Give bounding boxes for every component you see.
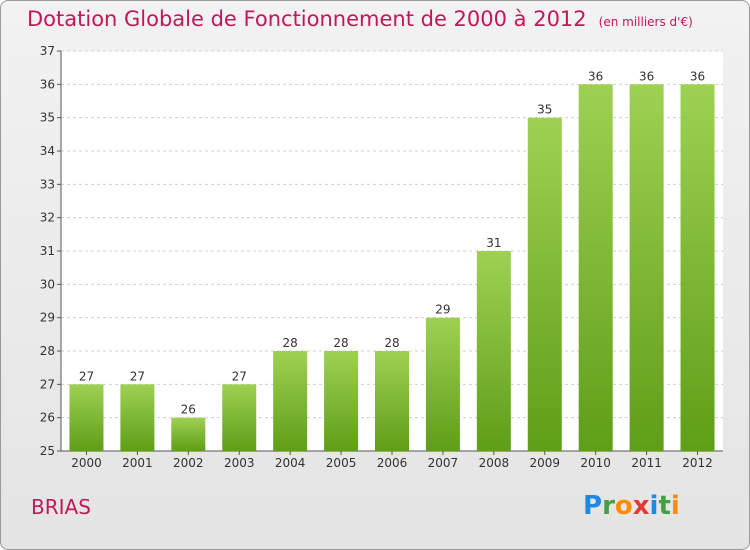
data-label-2000: 27 — [79, 369, 94, 383]
y-tick-label: 36 — [40, 77, 55, 91]
logo-letter: x — [632, 491, 650, 521]
data-label-2002: 26 — [181, 403, 196, 417]
x-tick-label-2005: 2005 — [326, 456, 357, 470]
y-tick-label: 29 — [40, 311, 55, 325]
data-label-2001: 27 — [130, 369, 145, 383]
x-tick-label-2010: 2010 — [580, 456, 611, 470]
logo-letter: o — [614, 491, 633, 521]
data-label-2005: 28 — [333, 336, 348, 350]
bar-2004 — [273, 351, 308, 451]
chart-title: Dotation Globale de Fonctionnement de 20… — [27, 7, 693, 31]
data-label-2004: 28 — [283, 336, 298, 350]
logo-letter: i — [649, 491, 659, 521]
y-tick-label: 37 — [40, 44, 55, 58]
x-tick-label-2001: 2001 — [122, 456, 153, 470]
data-label-2007: 29 — [435, 303, 450, 317]
chart-title-text: Dotation Globale de Fonctionnement de 20… — [27, 7, 587, 31]
data-label-2010: 36 — [588, 69, 603, 83]
bar-2008 — [476, 251, 511, 451]
y-tick-label: 25 — [40, 444, 55, 458]
data-label-2003: 27 — [232, 369, 247, 383]
x-tick-label-2000: 2000 — [71, 456, 102, 470]
bar-2010 — [578, 84, 613, 451]
logo-letter: i — [670, 491, 680, 521]
y-tick-label: 26 — [40, 411, 55, 425]
bar-2003 — [222, 384, 257, 451]
data-label-2011: 36 — [639, 69, 654, 83]
logo-letter: r — [602, 491, 615, 521]
y-tick-label: 32 — [40, 211, 55, 225]
x-tick-label-2002: 2002 — [173, 456, 204, 470]
data-label-2012: 36 — [690, 69, 705, 83]
bar-2001 — [120, 384, 155, 451]
bar-2005 — [324, 351, 359, 451]
x-tick-label-2004: 2004 — [275, 456, 306, 470]
x-tick-label-2008: 2008 — [479, 456, 510, 470]
x-tick-label-2006: 2006 — [377, 456, 408, 470]
x-tick-label-2011: 2011 — [631, 456, 662, 470]
bar-2011 — [629, 84, 664, 451]
commune-name: BRIAS — [31, 495, 91, 519]
data-label-2008: 31 — [486, 236, 501, 250]
y-tick-label: 31 — [40, 244, 55, 258]
x-tick-label-2012: 2012 — [682, 456, 713, 470]
data-label-2006: 28 — [384, 336, 399, 350]
y-tick-label: 30 — [40, 277, 55, 291]
y-tick-label: 28 — [40, 344, 55, 358]
bar-2002 — [171, 417, 206, 451]
unit-label: (en milliers d'€) — [598, 15, 693, 29]
bar-2000 — [69, 384, 104, 451]
bar-2007 — [425, 317, 460, 451]
logo-letter: t — [658, 491, 671, 521]
proxiti-logo: Proxiti — [583, 491, 680, 521]
y-tick-label: 34 — [40, 144, 55, 158]
y-tick-label: 27 — [40, 377, 55, 391]
x-tick-label-2003: 2003 — [224, 456, 255, 470]
logo-letter: P — [583, 491, 603, 521]
bar-2009 — [527, 117, 562, 452]
data-label-2009: 35 — [537, 103, 552, 117]
y-tick-label: 33 — [40, 177, 55, 191]
x-tick-label-2009: 2009 — [529, 456, 560, 470]
y-tick-label: 35 — [40, 111, 55, 125]
bar-2006 — [375, 351, 409, 451]
x-tick-label-2007: 2007 — [428, 456, 459, 470]
bar-2012 — [680, 84, 715, 451]
